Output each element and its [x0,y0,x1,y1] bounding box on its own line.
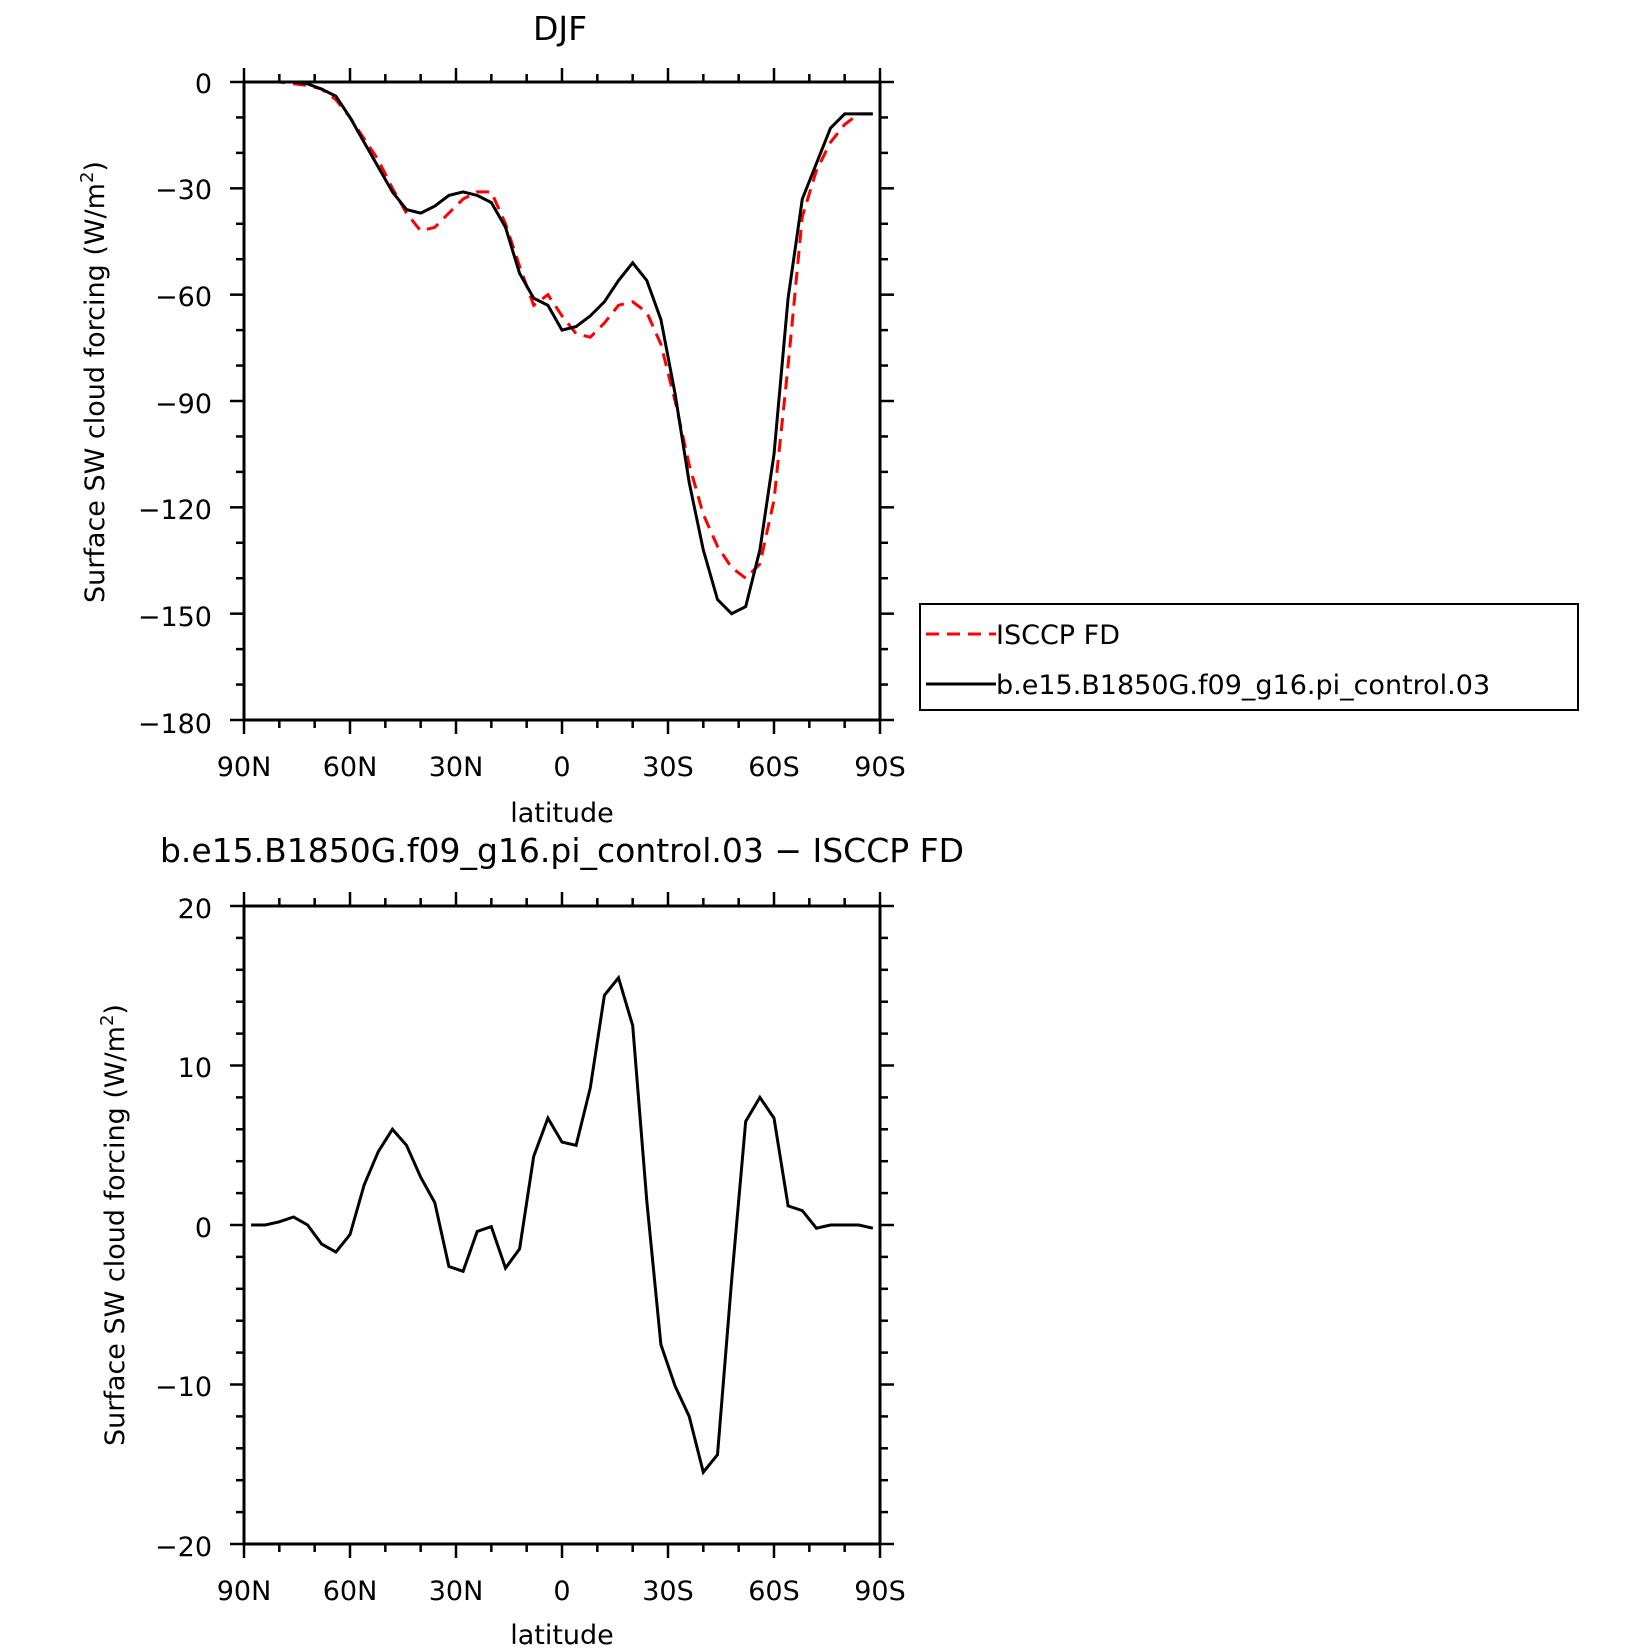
legend-label-model: b.e15.B1850G.f09_g16.pi_control.03 [996,670,1490,701]
top-y-tick-label: −120 [138,495,212,526]
bottom-title: b.e15.B1850G.f09_g16.pi_control.03 − ISC… [160,831,964,870]
series-model-line [251,80,873,616]
top-y-tick-label: −30 [155,175,212,206]
top-ticks [230,68,894,734]
bottom-ticks [230,892,894,1558]
top-x-tick-label: 90N [217,752,272,783]
top-title: DJF [533,9,587,48]
top-x-tick-label: 30N [429,752,484,783]
top-x-tick-label: 60N [323,752,378,783]
top-x-tick-label: 0 [553,752,570,783]
top-y-tick-label: −150 [138,602,212,633]
top-x-tick-label: 60S [748,752,800,783]
top-y-tick-label: −90 [155,389,212,420]
bottom-x-tick-label: 90S [854,1576,906,1607]
bottom-y-axis-label-main: Surface SW cloud forcing (W/m [100,1026,131,1446]
bottom-x-tick-label: 0 [553,1576,570,1607]
top-y-tick-label: −180 [138,709,212,740]
top-x-tick-labels: 90N 60N 30N 0 30S 60S 90S [217,752,906,783]
bottom-y-tick-label: −20 [155,1532,212,1563]
bottom-x-axis-label: latitude [510,1620,614,1651]
legend: ISCCP FD b.e15.B1850G.f09_g16.pi_control… [919,603,1579,711]
bottom-y-tick-label: 10 [178,1053,212,1084]
top-y-axis-label-end: ) [80,161,111,172]
bottom-x-tick-label: 30N [429,1576,484,1607]
top-y-axis-label-sup: 2 [77,172,98,183]
bottom-x-tick-label: 90N [217,1576,272,1607]
legend-box [919,603,1579,711]
bottom-y-axis-label: Surface SW cloud forcing (W/m2) [97,1004,131,1446]
top-y-tick-labels: 0 −30 −60 −90 −120 −150 −180 [138,69,212,740]
bottom-plot-frame [242,904,882,1546]
bottom-y-tick-labels: 20 10 0 −10 −20 [155,894,212,1563]
top-y-axis-label-main: Surface SW cloud forcing (W/m [80,183,111,603]
series-isccp-fd-line [251,80,873,581]
bottom-y-axis-label-sup: 2 [97,1015,118,1026]
top-plot-frame [242,80,882,722]
top-y-axis-label: Surface SW cloud forcing (W/m2) [77,161,111,603]
top-panel: DJF 0 −30 −60 −90 −120 −150 −180 90N 60N… [77,9,906,829]
legend-label-isccp-fd: ISCCP FD [996,620,1120,651]
series-difference-line [251,974,874,1476]
top-x-axis-label: latitude [510,798,614,829]
bottom-x-tick-label: 60N [323,1576,378,1607]
top-x-tick-label: 90S [854,752,906,783]
bottom-y-tick-label: 0 [195,1213,212,1244]
top-x-tick-label: 30S [642,752,694,783]
bottom-x-tick-label: 60S [748,1576,800,1607]
top-y-tick-label: 0 [195,69,212,100]
bottom-y-tick-label: 20 [178,894,212,925]
bottom-panel: b.e15.B1850G.f09_g16.pi_control.03 − ISC… [97,831,964,1651]
top-y-tick-label: −60 [155,282,212,313]
bottom-y-tick-label: −10 [155,1372,212,1403]
bottom-y-axis-label-end: ) [100,1004,131,1015]
bottom-x-tick-labels: 90N 60N 30N 0 30S 60S 90S [217,1576,906,1607]
bottom-x-tick-label: 30S [642,1576,694,1607]
